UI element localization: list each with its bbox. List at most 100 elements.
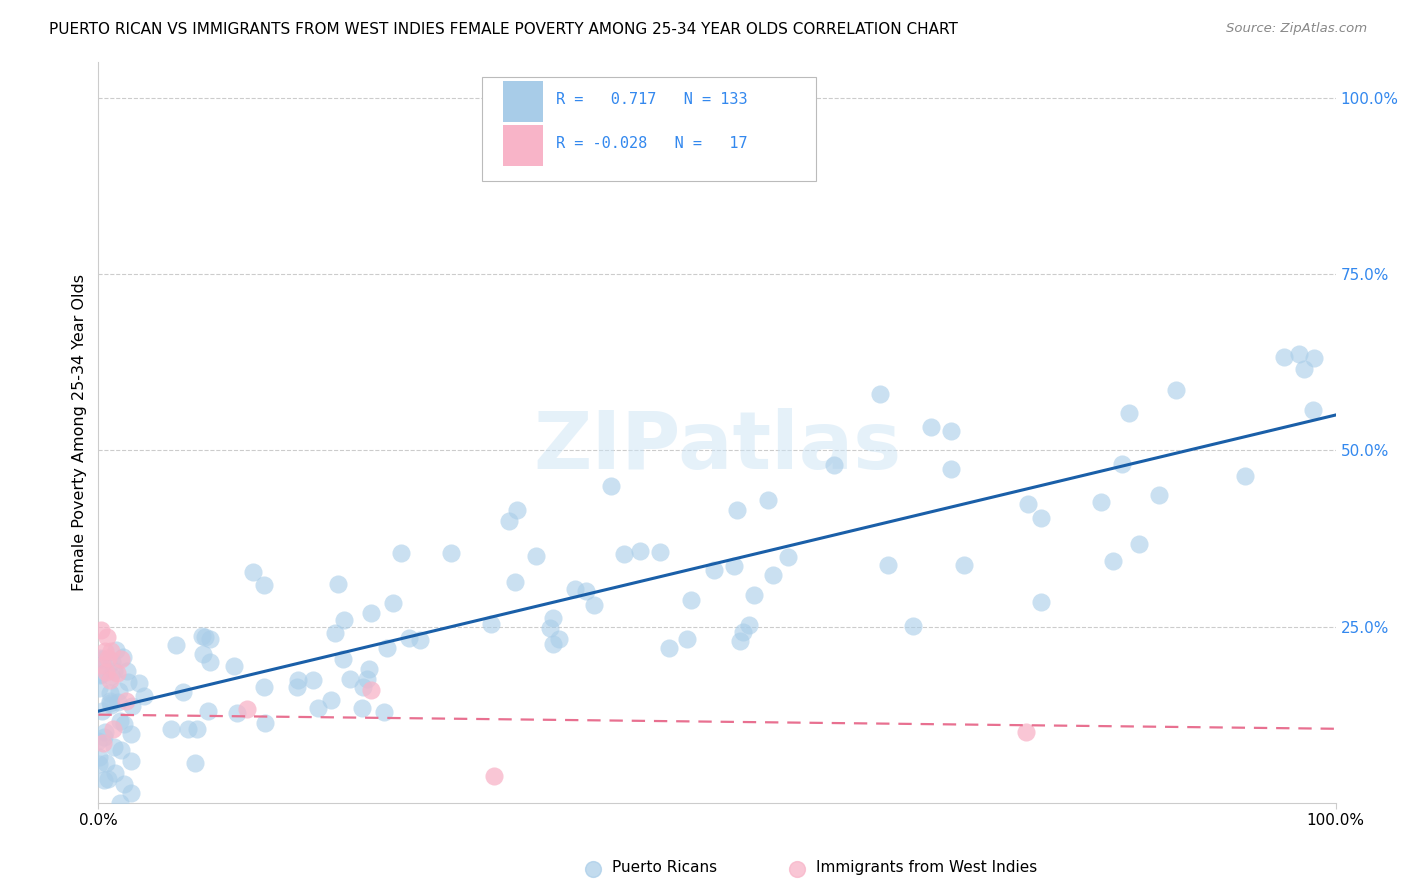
Point xyxy=(120,727,142,741)
Text: Puerto Ricans: Puerto Ricans xyxy=(612,861,717,875)
Point xyxy=(903,619,925,633)
Point xyxy=(108,714,131,728)
Point xyxy=(120,786,142,800)
Point xyxy=(101,655,124,669)
Point xyxy=(112,650,135,665)
Point xyxy=(326,577,349,591)
Point xyxy=(1294,362,1316,376)
Point xyxy=(93,736,115,750)
Text: PUERTO RICAN VS IMMIGRANTS FROM WEST INDIES FEMALE POVERTY AMONG 25-34 YEAR OLDS: PUERTO RICAN VS IMMIGRANTS FROM WEST IND… xyxy=(49,22,957,37)
Point xyxy=(112,716,135,731)
Point xyxy=(1029,595,1052,609)
Point xyxy=(658,640,681,655)
Point xyxy=(198,655,221,669)
Point xyxy=(128,676,150,690)
Point xyxy=(91,652,114,666)
Point xyxy=(226,706,249,721)
Text: R =   0.717   N = 133: R = 0.717 N = 133 xyxy=(557,92,748,107)
Point xyxy=(742,589,765,603)
Point xyxy=(953,558,976,573)
Point xyxy=(110,651,132,665)
Point xyxy=(339,672,361,686)
Point xyxy=(98,696,121,710)
Point xyxy=(538,622,561,636)
Point xyxy=(613,548,636,562)
Point xyxy=(177,722,200,736)
Point xyxy=(121,699,143,714)
Point xyxy=(1029,511,1052,525)
Point xyxy=(541,637,564,651)
Point xyxy=(96,772,118,787)
Point xyxy=(733,625,755,640)
Point xyxy=(876,558,898,573)
Point xyxy=(1234,468,1257,483)
Point xyxy=(823,458,845,472)
Point xyxy=(1128,536,1150,550)
Point xyxy=(524,549,547,563)
Point xyxy=(94,725,117,739)
Point xyxy=(738,618,761,632)
Point xyxy=(360,607,382,621)
Point xyxy=(97,651,120,665)
Point xyxy=(120,754,142,768)
Point xyxy=(94,756,117,771)
Point xyxy=(103,740,125,755)
Point xyxy=(197,704,219,718)
Point xyxy=(319,693,342,707)
Point xyxy=(356,673,378,687)
Point xyxy=(479,616,502,631)
Point xyxy=(564,582,586,596)
Point xyxy=(503,575,526,590)
Y-axis label: Female Poverty Among 25-34 Year Olds: Female Poverty Among 25-34 Year Olds xyxy=(72,274,87,591)
Point xyxy=(105,665,128,680)
Point xyxy=(172,685,194,699)
FancyBboxPatch shape xyxy=(482,78,815,181)
Point xyxy=(1302,351,1324,365)
Point xyxy=(112,777,135,791)
Point xyxy=(242,565,264,579)
Point xyxy=(98,694,121,708)
Point xyxy=(600,478,623,492)
Point xyxy=(382,596,405,610)
Point xyxy=(547,632,569,647)
Point xyxy=(93,772,115,787)
Point xyxy=(222,658,245,673)
Point xyxy=(498,514,520,528)
Point xyxy=(679,592,702,607)
Point xyxy=(725,502,748,516)
Text: Source: ZipAtlas.com: Source: ZipAtlas.com xyxy=(1226,22,1367,36)
Point xyxy=(184,756,207,771)
Point xyxy=(200,632,222,647)
Point xyxy=(117,665,139,679)
Point xyxy=(676,632,699,646)
Point xyxy=(100,686,122,700)
Point xyxy=(375,640,398,655)
Point xyxy=(87,733,110,747)
Point xyxy=(786,859,808,873)
Point xyxy=(648,545,671,559)
Point xyxy=(359,662,381,676)
Point xyxy=(104,765,127,780)
Point xyxy=(723,559,745,574)
Point xyxy=(1111,457,1133,471)
Point xyxy=(91,705,114,719)
Point xyxy=(117,674,139,689)
Point xyxy=(91,658,114,673)
Point xyxy=(541,611,564,625)
Point xyxy=(186,722,208,736)
Point xyxy=(103,722,125,736)
Point xyxy=(236,702,259,716)
Point xyxy=(398,631,420,645)
Point xyxy=(1102,554,1125,568)
Point xyxy=(728,634,751,648)
Text: ZIPatlas: ZIPatlas xyxy=(533,409,901,486)
Point xyxy=(90,623,112,637)
Point xyxy=(360,682,382,697)
Point xyxy=(352,701,374,715)
Point xyxy=(1164,384,1187,398)
Point xyxy=(89,666,111,681)
Point xyxy=(582,859,605,873)
Point xyxy=(628,543,651,558)
Point xyxy=(352,680,374,694)
Point xyxy=(506,502,529,516)
